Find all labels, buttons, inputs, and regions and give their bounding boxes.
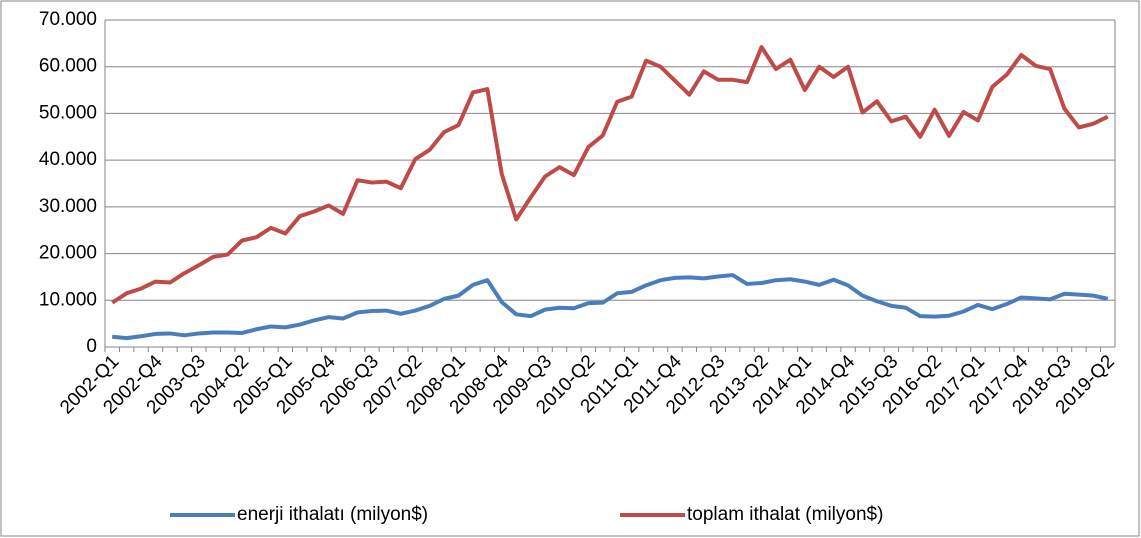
y-tick-label: 0: [86, 336, 97, 357]
line-series: [112, 273, 1109, 341]
y-tick-label: 40.000: [39, 149, 97, 170]
y-tick-label: 30.000: [39, 196, 97, 217]
y-tick-label: 50.000: [39, 102, 97, 123]
y-tick-label: 60.000: [39, 56, 97, 77]
legend-label: toplam ithalat (milyon$): [687, 504, 883, 525]
y-tick-label: 20.000: [39, 243, 97, 264]
legend-label: enerji ithalatı (milyon$): [237, 504, 428, 525]
y-tick-label: 70.000: [39, 9, 97, 30]
y-tick-label: 10.000: [39, 289, 97, 310]
line-series: [111, 45, 1109, 305]
